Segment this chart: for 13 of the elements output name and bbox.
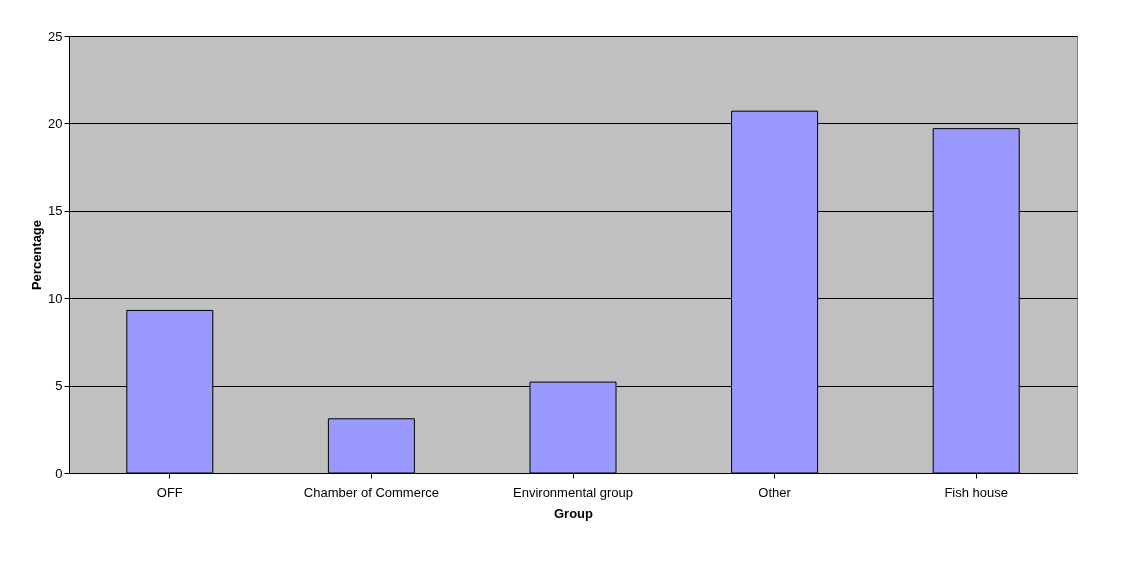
x-axis-title: Group (554, 505, 594, 521)
x-tick-label: Fish house (944, 484, 1008, 500)
x-tick-label: Other (758, 484, 792, 500)
x-tick-label: Chamber of Commerce (303, 484, 439, 500)
y-tick-label: 15 (48, 203, 63, 219)
y-tick-label: 0 (55, 465, 63, 481)
y-tick-label: 25 (48, 28, 63, 44)
x-tick-label: OFF (156, 484, 183, 500)
y-tick-label: 10 (48, 290, 63, 306)
y-axis-title: Percentage (29, 219, 45, 291)
x-tick-label: Environmental group (513, 484, 633, 500)
y-tick-label: 20 (48, 115, 63, 131)
y-tick-label: 5 (55, 378, 63, 394)
